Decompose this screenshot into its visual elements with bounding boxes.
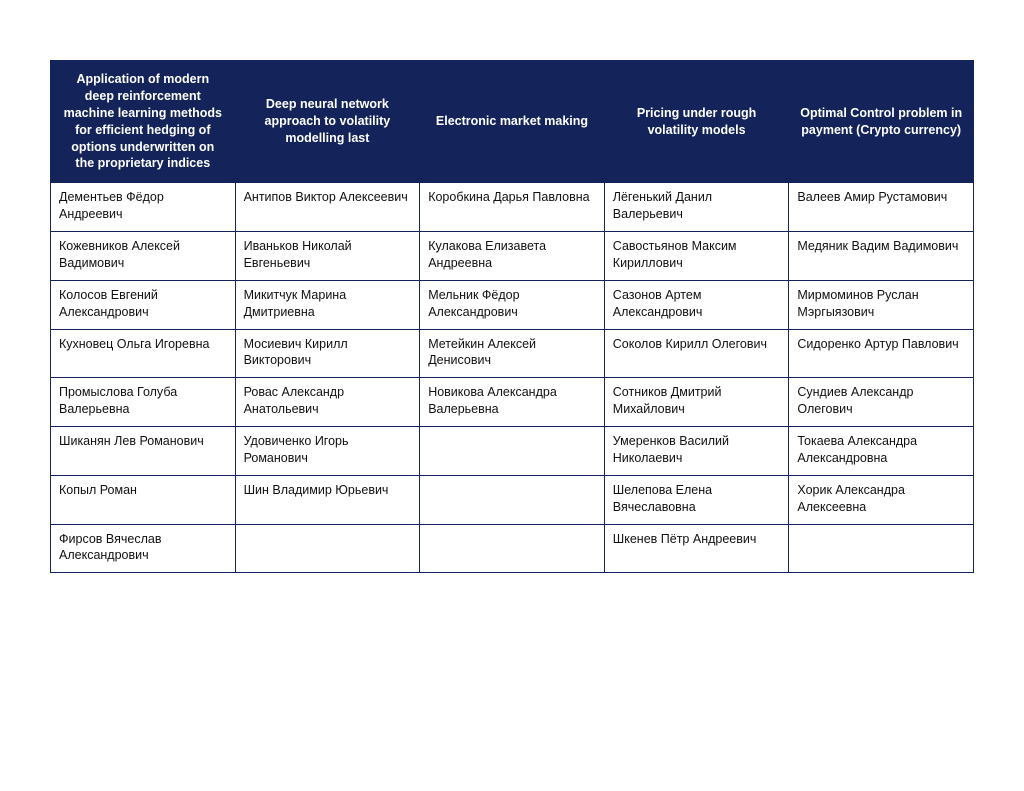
table-cell: Шкенев Пётр Андреевич <box>604 524 789 573</box>
table-cell: Метейкин Алексей Денисович <box>420 329 605 378</box>
page: Application of modern deep reinforcement… <box>0 0 1024 573</box>
table-cell: Кулакова Елизавета Андреевна <box>420 232 605 281</box>
col-header: Optimal Control problem in payment (Cryp… <box>789 61 974 183</box>
col-header: Pricing under rough volatility models <box>604 61 789 183</box>
table-cell: Фирсов Вячеслав Александрович <box>51 524 236 573</box>
table-cell: Хорик Александра Алексеевна <box>789 475 974 524</box>
table-cell <box>789 524 974 573</box>
table-cell: Сазонов Артем Александрович <box>604 280 789 329</box>
table-cell: Мосиевич Кирилл Викторович <box>235 329 420 378</box>
table-cell: Кожевников Алексей Вадимович <box>51 232 236 281</box>
table-cell: Мирмоминов Руслан Мэргыязович <box>789 280 974 329</box>
table-row: Кухновец Ольга Игоревна Мосиевич Кирилл … <box>51 329 974 378</box>
table-cell: Сундиев Александр Олегович <box>789 378 974 427</box>
table-row: Дементьев Фёдор Андреевич Антипов Виктор… <box>51 183 974 232</box>
table-cell: Ровас Александр Анатольевич <box>235 378 420 427</box>
table-cell: Шелепова Елена Вячеславовна <box>604 475 789 524</box>
table-cell: Валеев Амир Рустамович <box>789 183 974 232</box>
table-cell: Коробкина Дарья Павловна <box>420 183 605 232</box>
table-cell: Удовиченко Игорь Романович <box>235 427 420 476</box>
table-row: Кожевников Алексей Вадимович Иваньков Ни… <box>51 232 974 281</box>
table-row: Фирсов Вячеслав Александрович Шкенев Пёт… <box>51 524 974 573</box>
table-cell: Иваньков Николай Евгеньевич <box>235 232 420 281</box>
table-cell: Сотников Дмитрий Михайлович <box>604 378 789 427</box>
table-cell <box>420 524 605 573</box>
table-cell: Новикова Александра Валерьевна <box>420 378 605 427</box>
table-cell: Кухновец Ольга Игоревна <box>51 329 236 378</box>
table-cell: Токаева Александра Александровна <box>789 427 974 476</box>
topics-table: Application of modern deep reinforcement… <box>50 60 974 573</box>
table-cell: Савостьянов Максим Кириллович <box>604 232 789 281</box>
table-row: Шиканян Лев Романович Удовиченко Игорь Р… <box>51 427 974 476</box>
table-cell: Лёгенький Данил Валерьевич <box>604 183 789 232</box>
table-cell: Микитчук Марина Дмитриевна <box>235 280 420 329</box>
table-cell <box>420 427 605 476</box>
col-header: Deep neural network approach to volatili… <box>235 61 420 183</box>
table-row: Копыл Роман Шин Владимир Юрьевич Шелепов… <box>51 475 974 524</box>
table-cell: Умеренков Василий Николаевич <box>604 427 789 476</box>
table-row: Промыслова Голуба Валерьевна Ровас Алекс… <box>51 378 974 427</box>
table-cell <box>235 524 420 573</box>
table-cell: Промыслова Голуба Валерьевна <box>51 378 236 427</box>
table-cell: Копыл Роман <box>51 475 236 524</box>
table-cell: Медяник Вадим Вадимович <box>789 232 974 281</box>
table-cell <box>420 475 605 524</box>
table-cell: Дементьев Фёдор Андреевич <box>51 183 236 232</box>
col-header: Application of modern deep reinforcement… <box>51 61 236 183</box>
table-cell: Шиканян Лев Романович <box>51 427 236 476</box>
table-cell: Соколов Кирилл Олегович <box>604 329 789 378</box>
table-cell: Колосов Евгений Александрович <box>51 280 236 329</box>
table-header: Application of modern deep reinforcement… <box>51 61 974 183</box>
table-row: Колосов Евгений Александрович Микитчук М… <box>51 280 974 329</box>
table-cell: Мельник Фёдор Александрович <box>420 280 605 329</box>
table-cell: Антипов Виктор Алексеевич <box>235 183 420 232</box>
table-cell: Шин Владимир Юрьевич <box>235 475 420 524</box>
table-cell: Сидоренко Артур Павлович <box>789 329 974 378</box>
table-body: Дементьев Фёдор Андреевич Антипов Виктор… <box>51 183 974 573</box>
col-header: Electronic market making <box>420 61 605 183</box>
